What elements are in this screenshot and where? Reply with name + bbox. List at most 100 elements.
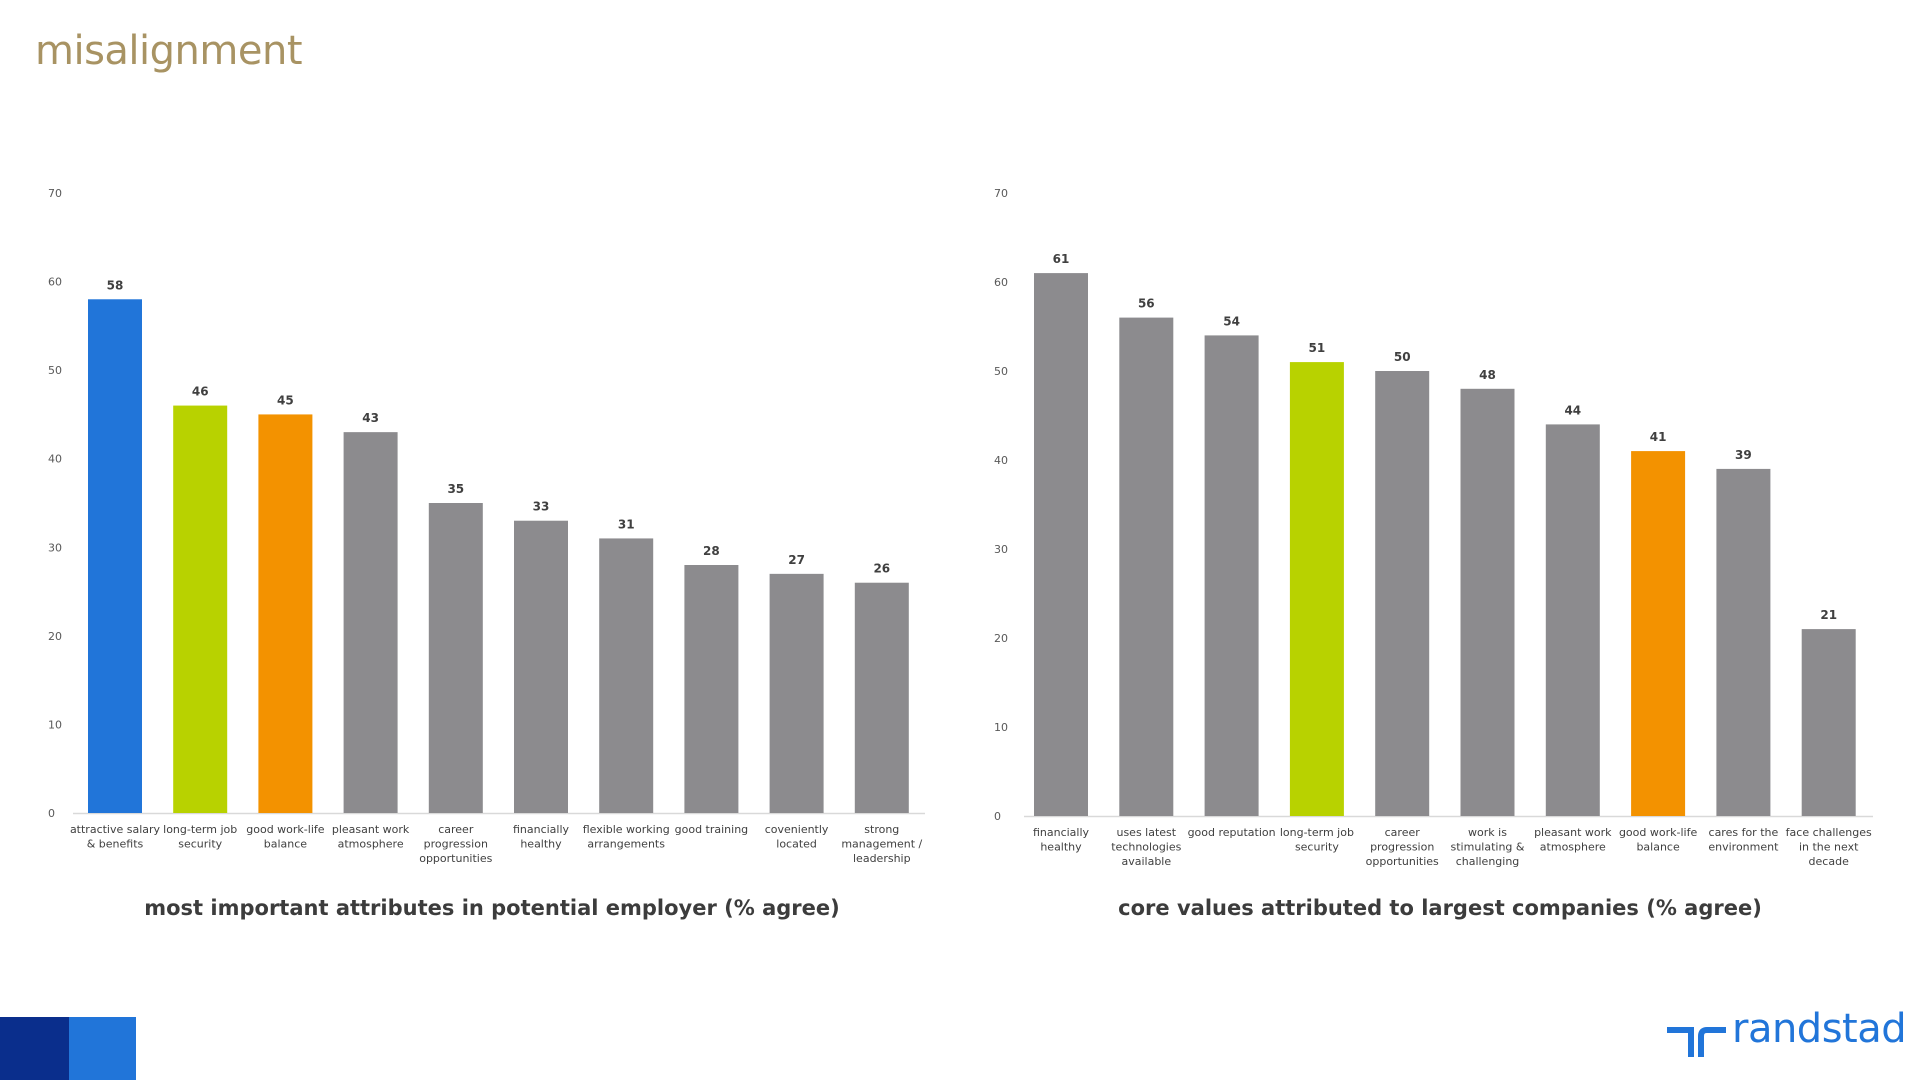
category-label: atmosphere xyxy=(338,838,404,851)
category-label: opportunities xyxy=(1366,855,1439,868)
category-label: good work-life xyxy=(246,823,324,836)
category-label: career xyxy=(1385,826,1421,839)
data-label: 54 xyxy=(1223,314,1240,328)
category-label: financially xyxy=(513,823,570,836)
category-label: healthy xyxy=(520,838,562,851)
data-label: 35 xyxy=(447,482,464,496)
category-label: good work-life xyxy=(1619,826,1697,839)
category-label: arrangements xyxy=(587,838,665,851)
category-label: uses latest xyxy=(1116,826,1176,839)
bar xyxy=(599,538,654,813)
chart-title-company-values: core values attributed to largest compan… xyxy=(1118,896,1762,920)
category-label: long-term job xyxy=(163,823,237,836)
bar xyxy=(1716,468,1771,816)
y-tick-label: 10 xyxy=(994,721,1008,734)
bar xyxy=(1289,362,1344,816)
data-label: 28 xyxy=(703,544,720,558)
category-label: progression xyxy=(424,838,488,851)
category-label: good training xyxy=(675,823,749,836)
bar xyxy=(1631,451,1686,816)
category-label: strong xyxy=(864,823,899,836)
randstad-logo: randstad xyxy=(1667,1006,1907,1060)
category-label: coveniently xyxy=(765,823,829,836)
page-title: misalignment xyxy=(35,28,303,74)
y-tick-label: 40 xyxy=(994,454,1008,467)
bar xyxy=(684,565,739,813)
y-tick-label: 0 xyxy=(994,810,1001,823)
category-label: attractive salary xyxy=(70,823,161,836)
y-tick-label: 30 xyxy=(48,541,62,554)
data-label: 39 xyxy=(1735,448,1752,462)
data-label: 31 xyxy=(618,517,635,531)
category-label: challenging xyxy=(1456,855,1520,868)
category-label: pleasant work xyxy=(1534,826,1612,839)
data-label: 48 xyxy=(1479,368,1496,382)
bar xyxy=(854,582,909,813)
chart-employer-attributes: 0 10 20 30 40 50 60 70 58 attractive salary & bene… xyxy=(48,187,925,865)
data-label: 33 xyxy=(533,500,550,514)
category-label: management / xyxy=(841,838,922,851)
y-tick-label: 20 xyxy=(48,630,62,643)
randstad-logo-text: randstad xyxy=(1732,1006,1907,1052)
category-label: environment xyxy=(1708,841,1779,854)
category-label: security xyxy=(1295,841,1339,854)
category-label: located xyxy=(776,838,817,851)
y-tick-label: 60 xyxy=(48,276,62,289)
data-label: 41 xyxy=(1650,430,1667,444)
bar xyxy=(769,573,824,813)
data-label: 21 xyxy=(1820,608,1837,622)
category-label: good reputation xyxy=(1188,826,1276,839)
category-label: flexible working xyxy=(583,823,670,836)
chart-title-employer-attributes: most important attributes in potential e… xyxy=(144,896,840,920)
data-label: 61 xyxy=(1053,252,1070,266)
bar xyxy=(428,503,483,813)
category-label: decade xyxy=(1809,855,1850,868)
category-label: & benefits xyxy=(87,838,144,851)
bar xyxy=(88,299,142,813)
category-label: available xyxy=(1121,855,1171,868)
category-label: healthy xyxy=(1040,841,1082,854)
bar xyxy=(173,405,228,813)
bar xyxy=(343,432,398,813)
chart-company-values: 0 10 20 30 40 50 60 70 61 financially healthy 56 use… xyxy=(994,187,1873,868)
data-label: 51 xyxy=(1309,341,1326,355)
data-label: 43 xyxy=(362,411,379,425)
category-label: in the next xyxy=(1799,841,1859,854)
randstad-logo-icon xyxy=(1667,1027,1726,1057)
y-tick-label: 40 xyxy=(48,453,62,466)
y-tick-label: 20 xyxy=(994,632,1008,645)
data-label: 26 xyxy=(873,562,890,576)
bar xyxy=(258,414,313,813)
category-label: face challenges xyxy=(1786,826,1872,839)
data-label: 44 xyxy=(1564,403,1581,417)
category-label: career xyxy=(438,823,474,836)
category-label: cares for the xyxy=(1709,826,1779,839)
bar xyxy=(1375,371,1430,816)
y-tick-label: 70 xyxy=(994,187,1008,200)
category-label: technologies xyxy=(1111,841,1181,854)
category-label: balance xyxy=(1636,841,1680,854)
data-label: 50 xyxy=(1394,350,1411,364)
category-label: work is xyxy=(1468,826,1507,839)
y-tick-label: 10 xyxy=(48,718,62,731)
category-label: stimulating & xyxy=(1451,841,1525,854)
category-label: security xyxy=(178,838,222,851)
category-label: financially xyxy=(1033,826,1090,839)
category-label: progression xyxy=(1370,841,1434,854)
category-label: pleasant work xyxy=(332,823,410,836)
y-tick-label: 50 xyxy=(48,364,62,377)
data-label: 45 xyxy=(277,393,294,407)
bar xyxy=(1545,424,1600,816)
data-label: 46 xyxy=(192,385,209,399)
category-label: leadership xyxy=(853,852,911,865)
bar xyxy=(1119,317,1174,816)
footer-block-dark xyxy=(0,1017,69,1080)
y-tick-label: 50 xyxy=(994,365,1008,378)
data-label: 58 xyxy=(107,278,124,292)
category-label: balance xyxy=(264,838,308,851)
bar xyxy=(1801,629,1856,816)
data-label: 56 xyxy=(1138,297,1155,311)
category-label: atmosphere xyxy=(1540,841,1606,854)
footer-block-light xyxy=(69,1017,136,1080)
y-tick-label: 60 xyxy=(994,276,1008,289)
